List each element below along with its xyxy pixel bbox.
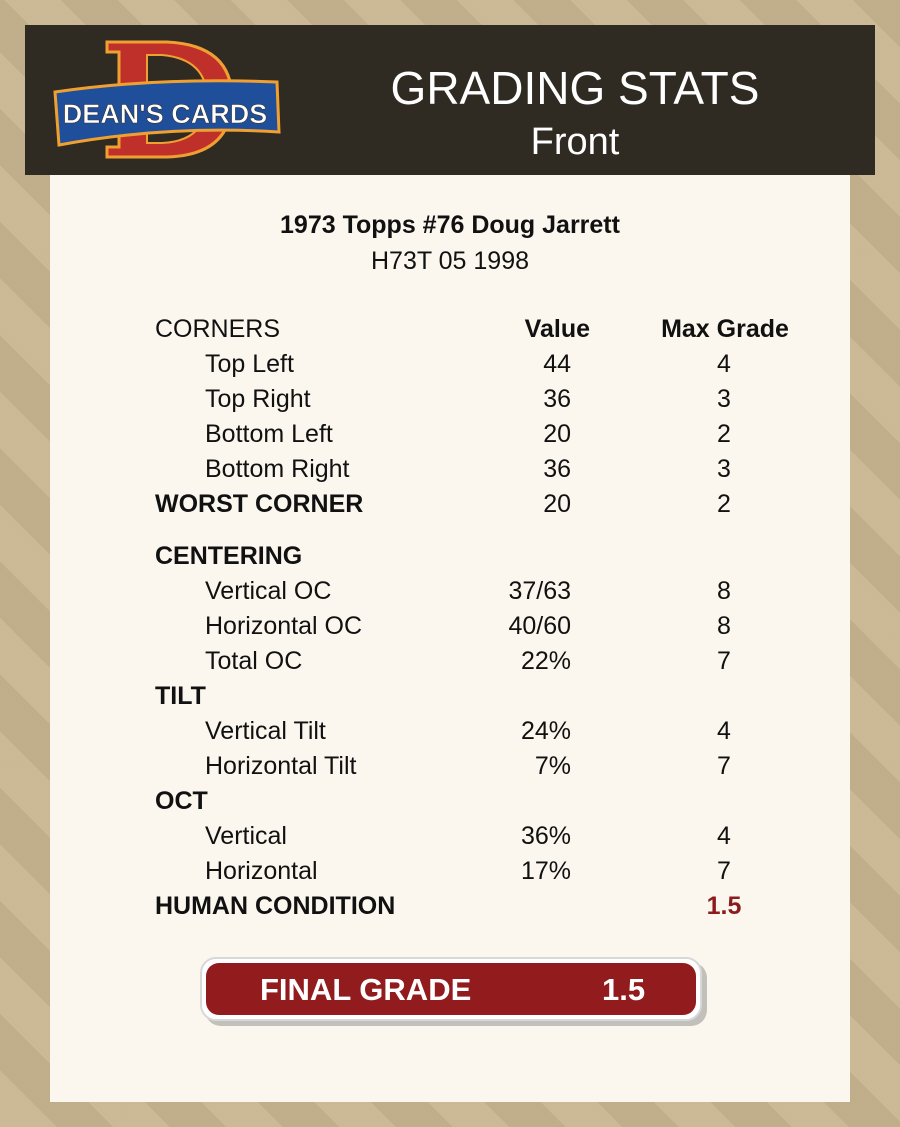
stats-row: Total OC 22% 7 <box>50 647 850 682</box>
row-max-grade: 7 <box>717 857 731 885</box>
stats-row: WORST CORNER 20 2 <box>50 490 850 525</box>
stats-row: Vertical OC 37/63 8 <box>50 577 850 612</box>
row-max-grade: 2 <box>717 490 731 518</box>
row-max-grade: 4 <box>717 822 731 850</box>
stats-table: CORNERS Value Max Grade Top Left 44 4 Top Righ… <box>50 315 850 927</box>
row-max-grade: 7 <box>717 647 731 675</box>
row-label: Total OC <box>205 647 303 675</box>
row-value: 22% <box>520 647 571 675</box>
row-label: Vertical <box>205 822 287 850</box>
final-grade-label: FINAL GRADE <box>260 972 472 1007</box>
row-label: CORNERS <box>155 315 281 343</box>
final-grade-badge: FINAL GRADE 1.5 <box>200 957 702 1021</box>
stats-row: Vertical Tilt 24% 4 <box>50 717 850 752</box>
svg-text:DEAN'S CARDS: DEAN'S CARDS <box>63 99 267 129</box>
row-max-grade: 8 <box>717 577 731 605</box>
final-grade-value: 1.5 <box>602 972 646 1007</box>
row-label: Horizontal OC <box>205 612 362 640</box>
row-value: 37/63 <box>508 577 571 605</box>
row-value: 20 <box>543 490 571 518</box>
stats-row: CORNERS Value Max Grade <box>50 315 850 350</box>
row-value: 36 <box>543 455 571 483</box>
card-code: H73T 05 1998 <box>371 247 529 275</box>
stats-row: TILT <box>50 682 850 717</box>
max-grade-column-header: Max Grade <box>661 315 789 343</box>
row-label: Vertical OC <box>205 577 332 605</box>
row-value: 40/60 <box>508 612 571 640</box>
stats-panel: 1973 Topps #76 Doug Jarrett H73T 05 1998… <box>50 175 850 1102</box>
stats-row: Top Right 36 3 <box>50 385 850 420</box>
row-label: HUMAN CONDITION <box>155 892 396 920</box>
card-name: 1973 Topps #76 Doug Jarrett <box>280 211 620 239</box>
deans-cards-logo: DEAN'S CARDS <box>53 40 281 159</box>
row-label: WORST CORNER <box>155 490 364 518</box>
stats-row: OCT <box>50 787 850 822</box>
stats-row: Bottom Right 36 3 <box>50 455 850 490</box>
row-max-grade: 8 <box>717 612 731 640</box>
row-value: 24% <box>520 717 571 745</box>
row-value: 36% <box>520 822 571 850</box>
stats-row: Horizontal OC 40/60 8 <box>50 612 850 647</box>
row-max-grade: 3 <box>717 385 731 413</box>
stats-row: Horizontal 17% 7 <box>50 857 850 892</box>
row-max-grade: 4 <box>717 350 731 378</box>
page-subtitle: Front <box>530 121 620 163</box>
stats-row: CENTERING <box>50 542 850 577</box>
row-max-grade: 2 <box>717 420 731 448</box>
row-label: Bottom Right <box>205 455 350 483</box>
row-max-grade: 7 <box>717 752 731 780</box>
row-label: Horizontal <box>205 857 318 885</box>
row-label: Top Right <box>205 385 311 413</box>
stats-row: Vertical 36% 4 <box>50 822 850 857</box>
row-value: 17% <box>520 857 571 885</box>
row-max-grade: 1.5 <box>706 892 742 920</box>
stats-row: Horizontal Tilt 7% 7 <box>50 752 850 787</box>
row-label: CENTERING <box>155 542 303 570</box>
stats-row: Top Left 44 4 <box>50 350 850 385</box>
row-value: 36 <box>543 385 571 413</box>
row-label: OCT <box>155 787 208 815</box>
row-label: Top Left <box>205 350 294 378</box>
page-title: GRADING STATS <box>390 62 760 114</box>
row-value: 44 <box>543 350 571 378</box>
row-value: 20 <box>543 420 571 448</box>
value-column-header: Value <box>524 315 590 343</box>
row-label: TILT <box>155 682 206 710</box>
stats-row: HUMAN CONDITION 1.5 <box>50 892 850 927</box>
row-label: Bottom Left <box>205 420 333 448</box>
stats-row: Bottom Left 20 2 <box>50 420 850 455</box>
row-value: 7% <box>534 752 571 780</box>
row-max-grade: 3 <box>717 455 731 483</box>
header-bar: DEAN'S CARDS GRADING STATS Front <box>25 25 875 175</box>
row-label: Vertical Tilt <box>205 717 326 745</box>
row-max-grade: 4 <box>717 717 731 745</box>
row-label: Horizontal Tilt <box>205 752 357 780</box>
